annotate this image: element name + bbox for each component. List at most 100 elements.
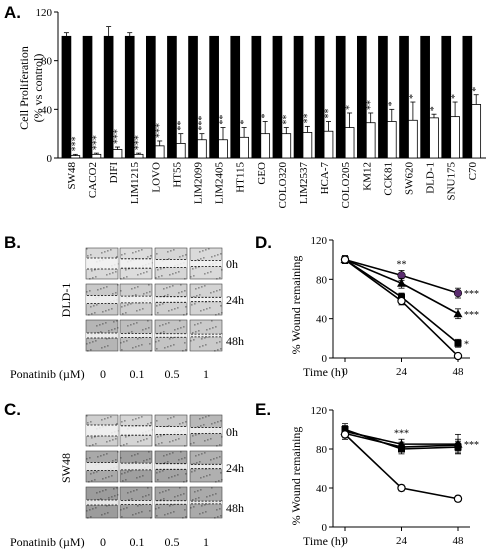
panel-a-bar <box>197 139 207 159</box>
panel-b-texture-dot <box>195 288 197 290</box>
panel-b-texture-dot <box>100 331 102 333</box>
panel-c-texture-dot <box>92 508 94 510</box>
panel-b-texture-dot <box>169 338 171 340</box>
panel-b-texture-dot <box>157 269 159 271</box>
panel-c-conc-0.1: 0.1 <box>130 535 145 549</box>
panel-b-texture-dot <box>158 276 160 278</box>
dPlot-significance: * <box>464 339 469 350</box>
panel-b-texture-dot <box>108 330 110 332</box>
panel-b-texture-dot <box>123 277 125 279</box>
panel-b-texture-dot <box>166 287 168 289</box>
panel-b-texture-dot <box>172 273 174 275</box>
panel-c-texture-dot <box>190 443 192 445</box>
panel-c-texture-dot <box>86 458 88 460</box>
panel-a-category-label: LIM2405 <box>214 162 226 205</box>
panel-b-texture-dot <box>193 296 195 298</box>
panel-a-category-label: HCA-7 <box>319 162 331 195</box>
panel-c-texture-dot <box>156 472 158 474</box>
panel-e-line-chart: % Wound remaining Time (h) 0 40 80 120 0 24 48… <box>289 405 479 548</box>
panel-b-texture-dot <box>142 308 144 310</box>
panel-a-significance: * <box>260 114 271 119</box>
panel-c-texture-dot <box>178 459 180 461</box>
panel-a-category-label: COLO320 <box>277 162 289 209</box>
panel-b-texture-dot <box>193 339 195 341</box>
panel-b-texture-dot <box>212 327 214 329</box>
panel-c-texture-dot <box>147 487 149 489</box>
ePlot-point-open-circle <box>453 494 463 503</box>
dPlot-ytick-label: 80 <box>316 274 328 286</box>
panel-c-texture-dot <box>183 493 185 495</box>
panel-c-texture-dot <box>207 439 209 441</box>
panel-b-texture-dot <box>208 248 210 250</box>
panel-c-texture-dot <box>120 509 122 511</box>
dPlot-ytick-label: 40 <box>316 314 328 326</box>
panel-c-texture-dot <box>103 454 105 456</box>
panel-a-category-label: C70 <box>467 162 479 181</box>
panel-b-texture-dot <box>214 350 216 352</box>
panel-b-texture-dot <box>90 254 92 256</box>
panel-b-texture-dot <box>203 257 205 259</box>
panel-b-texture-dot <box>214 255 216 257</box>
panel-a-significance: ** <box>218 115 229 125</box>
panel-e-ylabel: % Wound remaining <box>289 427 303 526</box>
panel-b-conc-0: 0 <box>100 367 106 381</box>
panel-c-texture-dot <box>120 445 122 447</box>
panel-b-texture-dot <box>132 252 134 254</box>
panel-a-bar <box>302 132 313 159</box>
panel-c-texture-dot <box>111 475 113 477</box>
panel-c-texture-dot <box>89 509 91 511</box>
panel-a-category-label: SNU175 <box>446 162 458 201</box>
panel-b-texture-dot <box>93 305 95 307</box>
panel-b-texture-dot <box>138 345 140 347</box>
panel-c-texture-dot <box>88 481 90 483</box>
panel-c-texture-dot <box>115 459 117 461</box>
panel-c-texture-dot <box>169 453 171 455</box>
panel-c-texture-dot <box>148 494 150 496</box>
panel-a-ytick-label: 0 <box>47 153 53 165</box>
panel-c-texture-dot <box>197 426 199 428</box>
panel-b-texture-dot <box>171 309 173 311</box>
panel-b-texture-dot <box>167 251 169 253</box>
panel-b-texture-dot <box>173 249 175 251</box>
panel-c-texture-dot <box>140 440 142 442</box>
panel-a-bar <box>230 35 241 159</box>
panel-b-texture-dot <box>122 313 124 315</box>
panel-b-texture-dot <box>163 331 165 333</box>
panel-b-texture-dot <box>148 284 150 286</box>
panel-a-significance: *** <box>197 116 208 131</box>
panel-c-texture-dot <box>105 489 107 491</box>
panel-c-texture-dot <box>184 457 186 459</box>
panel-c-texture-dot <box>184 509 186 511</box>
panel-b-texture-dot <box>91 313 93 315</box>
panel-c-texture-dot <box>156 515 158 517</box>
panel-b-texture-dot <box>128 268 130 270</box>
panel-b-texture-dot <box>105 310 107 312</box>
panel-b-texture-dot <box>87 255 89 257</box>
panel-b-wound-gap <box>86 333 118 338</box>
panel-c-texture-dot <box>102 478 104 480</box>
panel-b-texture-dot <box>120 278 122 280</box>
panel-c-texture-dot <box>173 511 175 513</box>
panel-c-texture-dot <box>123 508 125 510</box>
panel-b-texture-dot <box>209 307 211 309</box>
panel-a-significance: *** <box>155 123 166 138</box>
panel-c-texture-dot <box>90 421 92 423</box>
panel-c-texture-dot <box>178 438 180 440</box>
panel-c-texture-dot <box>170 417 172 419</box>
panel-b-texture-dot <box>149 343 151 345</box>
panel-a-bar <box>356 35 367 159</box>
panel-a-category-label: HT115 <box>235 162 247 193</box>
panel-b-texture-dot <box>183 326 185 328</box>
panel-e-xlabel: Time (h) <box>303 534 345 548</box>
ePlot-point-circle <box>454 441 462 449</box>
panel-b-texture-dot <box>184 278 186 280</box>
panel-b-texture-dot <box>156 348 158 350</box>
panel-a-significance: * <box>429 106 440 111</box>
panel-b-texture-dot <box>190 340 192 342</box>
panel-a-significance: ** <box>281 115 292 125</box>
panel-c-texture-dot <box>219 508 221 510</box>
panel-a-category-label: LIM2099 <box>192 162 204 205</box>
panel-b-texture-dot <box>88 314 90 316</box>
panel-b-time-24h: 24h <box>226 293 244 307</box>
panel-c-texture-dot <box>127 471 129 473</box>
